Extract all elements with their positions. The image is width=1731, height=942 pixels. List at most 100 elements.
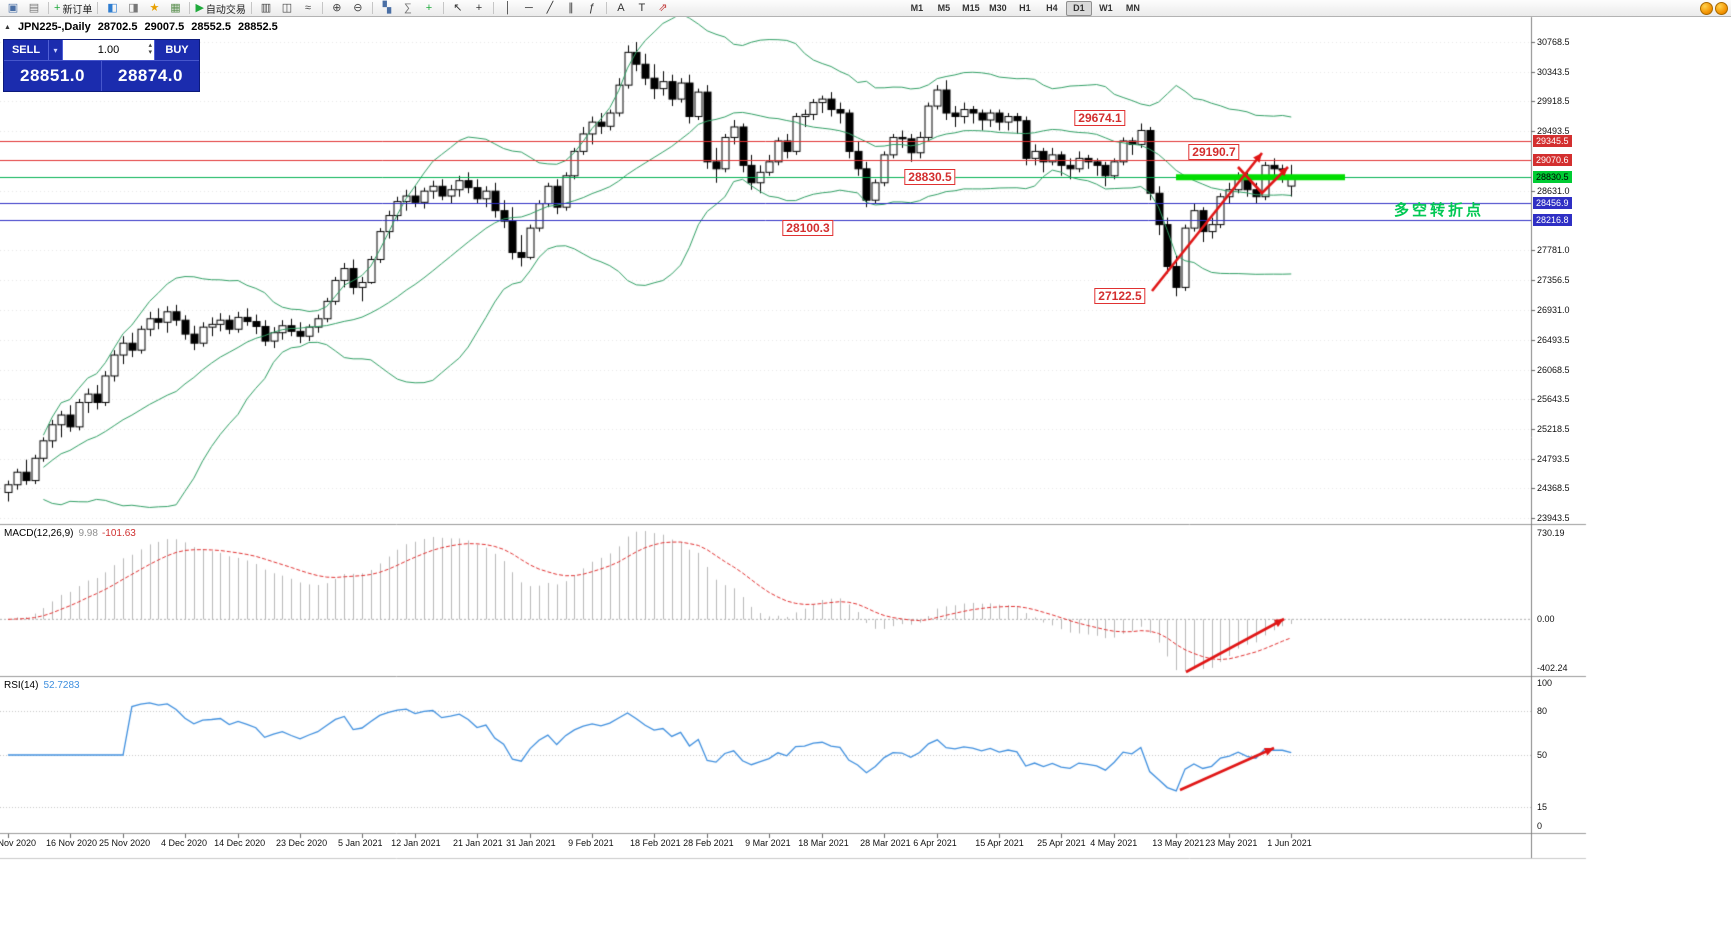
line-chart-mode-icon: ≈ [304,2,311,14]
bar-chart-mode[interactable]: ▥ [256,0,276,17]
timeframe-m1[interactable]: M1 [910,2,924,13]
buy-button[interactable]: BUY [165,44,189,56]
price-axis-label: 28631.0 [1537,186,1570,197]
zoom-in-icon: ⊕ [332,2,342,14]
indicator-axis-label: 0 [1537,821,1543,831]
toolbar-separator [321,2,323,14]
date-axis-label: 4 May 2021 [1090,838,1138,848]
profiles[interactable]: ▤ [24,0,44,17]
date-axis-label: 16 Nov 2020 [45,838,97,848]
price-axis-label: 25643.5 [1537,394,1570,405]
fibonacci-tool[interactable]: ƒ [582,0,602,17]
terminal[interactable]: ▦ [165,0,185,17]
sell-dropdown[interactable]: ▾ [49,40,63,60]
timeframe-w1[interactable]: W1 [1099,2,1113,13]
macd-signal-value: -101.63 [101,528,136,539]
timeframe-d1[interactable]: D1 [1065,0,1092,16]
terminal-icon: ▦ [170,2,181,14]
crosshair-tool[interactable]: + [469,0,489,17]
vertical-line-tool-icon: │ [504,2,512,14]
timeframe-h1[interactable]: H1 [1019,2,1031,13]
add-indicator-icon: + [425,2,433,14]
indicator-axis-label: 730.19 [1537,528,1565,538]
timeframe-m5[interactable]: M5 [937,2,951,13]
ohlc-low: 28552.5 [191,21,231,33]
broker-icon-2[interactable] [1715,1,1728,15]
timeframe-m30[interactable]: M30 [989,2,1007,13]
turning-point-text[interactable]: 多空转折点 [1394,202,1485,219]
date-axis-label: 15 Apr 2021 [975,838,1024,848]
ohlc-open: 28702.5 [97,21,138,33]
candlestick-mode[interactable]: ◫ [277,0,297,17]
zoom-out[interactable]: ⊖ [348,0,368,17]
sell-price[interactable]: 28851.0 [4,61,102,91]
autotrading-icon: ▶ [195,2,204,14]
buy-price[interactable]: 28874.0 [118,66,183,85]
date-axis-label: 18 Mar 2021 [798,838,849,848]
price-axis-line-label: 28216.8 [1533,213,1572,226]
timeframe-h4[interactable]: H4 [1046,2,1058,13]
price-axis-label: 23943.5 [1537,513,1570,523]
trendline-tool[interactable]: ╱ [540,0,560,17]
indicator-axis-label: 80 [1537,705,1548,716]
volume-up-icon[interactable]: ▴ [148,42,152,49]
arrows-tool[interactable]: ⇗ [653,0,673,17]
new-chart[interactable]: ▣ [3,0,23,17]
timeframe-mn[interactable]: MN [1125,2,1140,13]
toolbar-separator [250,2,252,14]
zoom-in[interactable]: ⊕ [327,0,347,17]
price-annotation-label[interactable]: 29190.7 [1188,144,1240,161]
toolbar-separator [371,2,373,14]
price-annotation-label[interactable]: 29674.1 [1074,110,1126,127]
timeframe-m15[interactable]: M15 [962,2,980,13]
chart-title: ▲ JPN225-,Daily 28702.5 29007.5 28552.5 … [4,21,278,33]
text-tool[interactable]: A [611,0,631,17]
price-annotation-label[interactable]: 28830.5 [904,169,956,186]
label-tool[interactable]: T [632,0,652,17]
date-axis-label: 25 Nov 2020 [99,838,151,848]
navigator-icon: ★ [149,2,160,14]
volume-input[interactable]: 1.00 ▴ ▾ [63,40,155,60]
date-axis-label: 25 Apr 2021 [1037,838,1086,848]
date-axis-label: 5 Jan 2021 [338,838,383,848]
sell-button[interactable]: SELL [4,40,49,60]
toolbar-separator [492,2,494,14]
autotrading[interactable]: ▶ 自动交易 [194,0,246,17]
date-axis-label: 23 May 2021 [1205,838,1258,848]
price-annotation-label[interactable]: 27122.5 [1094,288,1146,305]
broker-icon-1[interactable] [1700,1,1713,15]
navigator[interactable]: ★ [144,0,164,17]
ohlc-close: 28852.5 [238,21,278,33]
rsi-value: 52.7283 [43,680,80,691]
toolbar-separator [605,2,607,14]
tile-windows[interactable]: ▚ [377,0,397,17]
cursor-tool[interactable]: ↖ [448,0,468,17]
date-axis-label: 28 Mar 2021 [860,838,911,848]
price-axis-label: 25218.5 [1537,424,1570,435]
data-window[interactable]: ◨ [123,0,143,17]
date-axis-label: 6 Apr 2021 [913,838,957,848]
indicator-axis-label: 50 [1537,750,1548,760]
rsi-title: RSI(14) [4,680,39,691]
fibonacci-tool-icon: ƒ [588,2,595,14]
price-axis-label: 27781.0 [1537,245,1570,256]
line-chart-mode[interactable]: ≈ [298,0,318,17]
add-indicator[interactable]: + [419,0,439,17]
new-order[interactable]: + 新订单 [53,0,93,17]
channel-tool[interactable]: ∥ [561,0,581,17]
indicator-axis-label: -402.24 [1537,663,1568,673]
indicators-list[interactable]: ∑ [398,0,418,17]
chart-menu-icon: ▲ [4,23,11,31]
macd-title: MACD(12,26,9) [4,528,74,539]
market-watch[interactable]: ◧ [102,0,122,17]
price-axis-line-label: 29070.6 [1533,154,1572,167]
price-axis-line-label: 28456.9 [1533,197,1572,210]
price-annotation-label[interactable]: 28100.3 [782,220,834,237]
date-axis-label: 4 Dec 2020 [161,838,208,848]
horizontal-line-tool[interactable]: ─ [519,0,539,17]
data-window-icon: ◨ [128,2,139,14]
volume-down-icon[interactable]: ▾ [148,49,152,56]
toolbar: ▣ ▤ + 新订单 ◧ ◨ ★ ▦ ▶ 自动交易 ▥ ◫ ≈ ⊕ ⊖ ▚ ∑ + ↖ + │ ─ ╱ ∥ ƒ A T ⇗ M1 M5 M15… [0,0,1731,17]
vertical-line-tool[interactable]: │ [498,0,518,17]
